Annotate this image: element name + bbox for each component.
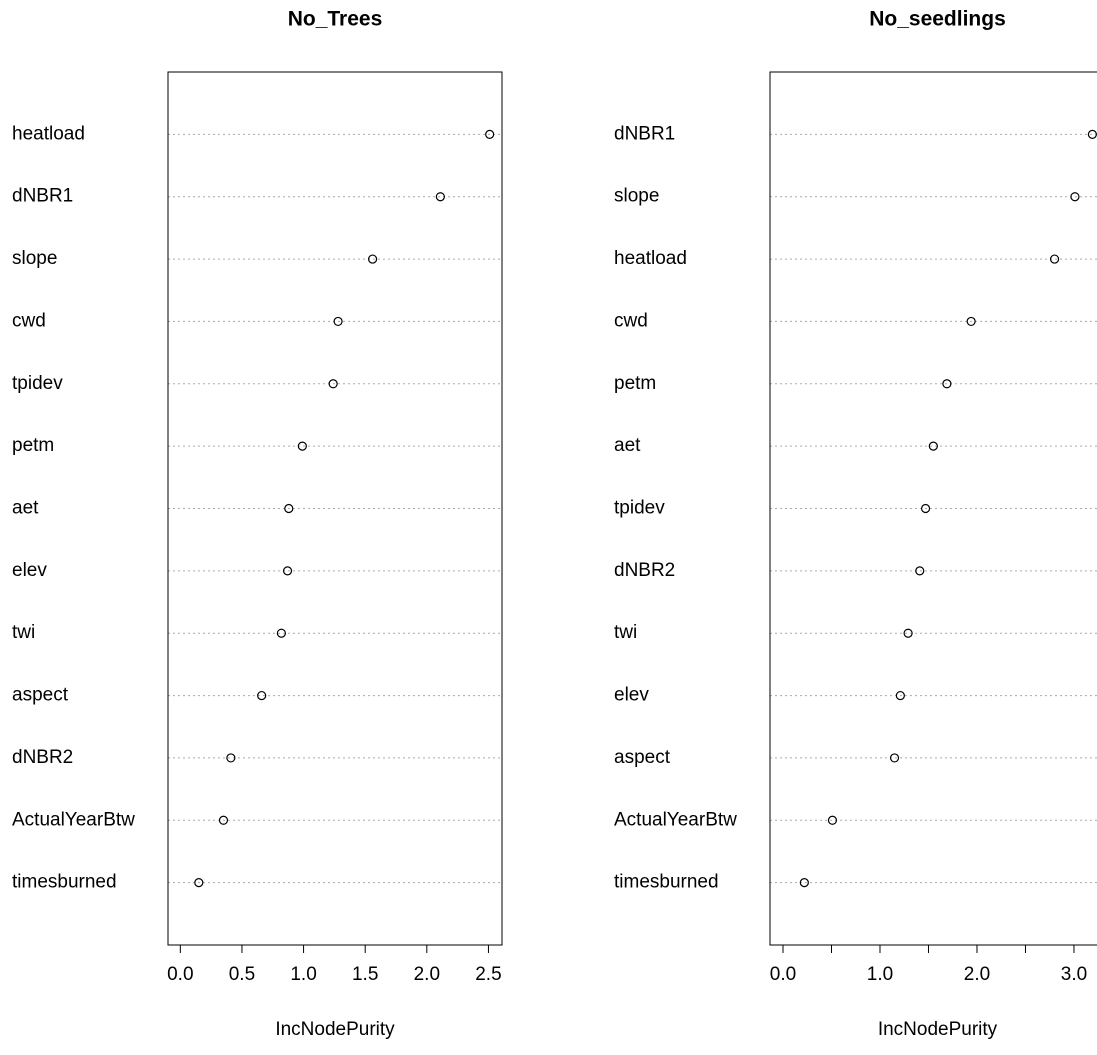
point [1087, 129, 1097, 139]
chart-title: No_seedlings [869, 8, 1006, 31]
point [966, 316, 976, 327]
category-label: petm [12, 435, 54, 456]
category-label: petm [614, 373, 656, 394]
x-axis-label: IncNodePurity [878, 1019, 998, 1040]
category-label: twi [614, 622, 637, 643]
plot-frame [769, 71, 1097, 946]
point [889, 753, 900, 763]
x-tick-label: 1.0 [290, 964, 316, 985]
x-tick-label: 2.0 [964, 964, 990, 985]
point [920, 503, 931, 514]
category-label: ActualYearBtw [12, 809, 135, 830]
category-label: dNBR1 [614, 123, 675, 144]
point [895, 690, 905, 701]
category-label: dNBR2 [614, 560, 675, 581]
chart-title: No_Trees [288, 8, 383, 31]
category-label: aspect [614, 747, 671, 768]
point [915, 566, 925, 576]
point [903, 628, 913, 638]
x-tick-label: 0.5 [229, 964, 255, 985]
category-label: tpidev [614, 498, 665, 519]
point [297, 441, 307, 451]
x-tick-label: 3.0 [1061, 964, 1087, 985]
category-label: ActualYearBtw [614, 809, 737, 830]
x-tick-label: 0.0 [770, 964, 796, 985]
point [282, 566, 293, 576]
x-tick-label: 2.5 [475, 964, 501, 985]
point [333, 316, 343, 327]
category-label: dNBR2 [12, 747, 73, 768]
point [276, 628, 286, 638]
x-tick-label: 0.0 [167, 964, 193, 985]
x-axis-label: IncNodePurity [275, 1019, 395, 1040]
point [218, 815, 229, 825]
x-tick-label: 1.0 [867, 964, 893, 985]
category-label: dNBR1 [12, 186, 73, 207]
category-label: elev [12, 560, 47, 581]
category-label: aet [614, 435, 641, 456]
category-label: cwd [614, 310, 648, 331]
point [942, 379, 952, 389]
point [194, 878, 204, 888]
point [827, 815, 838, 825]
category-label: aet [12, 498, 39, 519]
point [485, 129, 495, 139]
point [435, 192, 445, 202]
point [367, 254, 378, 264]
category-label: slope [12, 248, 57, 269]
point [1049, 254, 1060, 264]
category-label: elev [614, 685, 649, 706]
point [328, 379, 338, 389]
category-label: slope [614, 186, 659, 207]
category-label: aspect [12, 685, 69, 706]
point [226, 753, 236, 763]
category-label: timesburned [12, 872, 117, 893]
category-label: timesburned [614, 872, 719, 893]
point [928, 441, 938, 451]
category-label: heatload [12, 123, 85, 144]
plot-frame [167, 71, 503, 946]
category-label: cwd [12, 310, 46, 331]
point [284, 503, 294, 514]
x-tick-label: 1.5 [352, 964, 378, 985]
point [1070, 192, 1080, 202]
category-label: tpidev [12, 373, 63, 394]
point [257, 690, 267, 701]
category-label: twi [12, 622, 35, 643]
x-tick-label: 2.0 [414, 964, 440, 985]
category-label: heatload [614, 248, 687, 269]
point [799, 878, 809, 888]
